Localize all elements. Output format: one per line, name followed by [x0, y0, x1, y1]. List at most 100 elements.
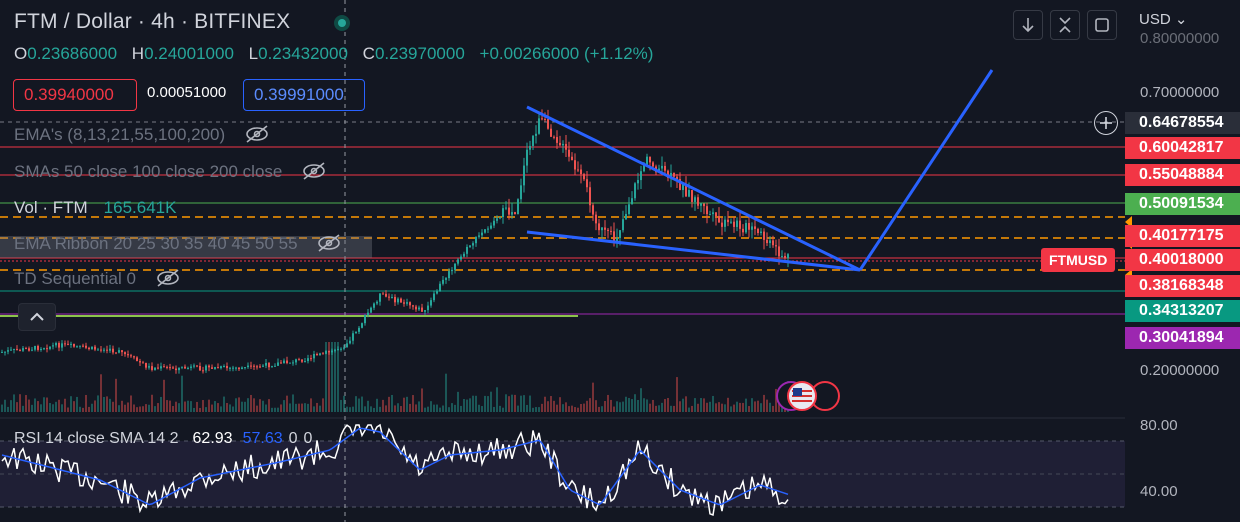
rsi-line — [1, 423, 789, 517]
candle-body — [475, 236, 477, 244]
volume-bar — [178, 403, 180, 412]
volume-bar — [103, 396, 105, 412]
candle-body — [541, 118, 543, 120]
candle-body — [319, 353, 321, 356]
candle-body — [574, 160, 576, 170]
volume-bar — [613, 406, 615, 412]
candle-body — [1, 351, 3, 353]
candle-body — [553, 136, 555, 138]
collapse-legend-button[interactable] — [18, 303, 56, 331]
open-key: O — [14, 44, 28, 63]
add-alert-button[interactable] — [1094, 111, 1118, 135]
volume-bar — [109, 398, 111, 412]
candle-body — [382, 293, 384, 295]
eye-hidden-icon[interactable] — [155, 269, 181, 292]
candle-body — [679, 179, 681, 190]
eye-hidden-icon[interactable] — [301, 162, 327, 185]
candle-body — [694, 197, 696, 202]
volume-bar — [100, 374, 102, 412]
candle-body — [397, 298, 399, 303]
buy-button[interactable]: 0.39991000 — [243, 79, 365, 111]
currency-label: USD — [1139, 11, 1171, 28]
volume-bar — [247, 398, 249, 412]
volume-bar — [370, 406, 372, 412]
candle-body — [523, 165, 525, 186]
symbol-title[interactable]: FTM / Dollar · 4h · BITFINEX — [14, 10, 291, 33]
candle-body — [472, 243, 474, 246]
scroll-down-button[interactable] — [1013, 10, 1043, 40]
volume-bar — [241, 401, 243, 412]
indicator-volume[interactable]: Vol · FTM 165.641K — [14, 198, 176, 218]
volume-bar — [181, 375, 183, 412]
volume-bar — [622, 401, 624, 412]
candle-body — [79, 345, 81, 347]
candle-body — [58, 343, 60, 348]
candle-body — [4, 351, 6, 353]
arrow-down-icon — [1022, 18, 1034, 33]
candle-body — [46, 348, 48, 350]
candle-body — [535, 133, 537, 136]
indicator-ema[interactable]: EMA's (8,13,21,55,100,200) — [14, 125, 270, 148]
candle-body — [82, 345, 84, 347]
candle-body — [463, 253, 465, 257]
volume-bar — [415, 404, 417, 412]
volume-bar — [490, 391, 492, 412]
candle-body — [532, 135, 534, 146]
candle-body — [487, 228, 489, 230]
indicator-ema-ribbon[interactable]: EMA Ribbon 20 25 30 35 40 45 50 55 — [14, 234, 342, 257]
candle-body — [712, 212, 714, 215]
volume-bar — [658, 405, 660, 412]
candle-body — [556, 137, 558, 143]
low-value: 0.23432000 — [258, 44, 348, 63]
volume-bar — [373, 407, 375, 412]
volume-bar — [271, 407, 273, 412]
volume-bar — [535, 407, 537, 412]
currency-selector[interactable]: USD ⌄ — [1139, 10, 1187, 28]
collapse-pane-button[interactable] — [1050, 10, 1080, 40]
candle-body — [754, 226, 756, 229]
candle-body — [460, 256, 462, 260]
us-flag-icon[interactable] — [787, 381, 817, 411]
volume-bar — [760, 403, 762, 412]
volume-bar — [232, 406, 234, 412]
plus-icon — [1100, 117, 1112, 129]
candle-body — [259, 366, 261, 368]
sell-button[interactable]: 0.39940000 — [13, 79, 137, 111]
candle-body — [586, 179, 588, 188]
volume-bar — [697, 403, 699, 412]
candle-body — [607, 229, 609, 231]
maximize-pane-button[interactable] — [1087, 10, 1117, 40]
wedge-lower-line — [526, 230, 861, 272]
candle-body — [403, 302, 405, 304]
volume-bar — [472, 395, 474, 412]
volume-bar — [307, 403, 309, 412]
rsi-legend[interactable]: RSI 14 close SMA 14 2 62.93 57.63 0 0 — [14, 430, 312, 448]
volume-bar — [772, 405, 774, 412]
volume-bar — [517, 405, 519, 412]
indicator-td-sequential[interactable]: TD Sequential 0 — [14, 269, 181, 292]
candle-body — [682, 184, 684, 190]
volume-bar — [751, 398, 753, 412]
candle-body — [538, 118, 540, 134]
candle-body — [421, 307, 423, 312]
candle-body — [637, 180, 639, 184]
candle-body — [721, 222, 723, 227]
volume-bar — [166, 400, 168, 412]
volume-bar — [7, 406, 9, 412]
candle-body — [613, 231, 615, 242]
candle-body — [349, 340, 351, 344]
volume-bar — [505, 394, 507, 412]
volume-bar — [328, 342, 330, 412]
eye-hidden-icon[interactable] — [316, 234, 342, 257]
candle-body — [181, 366, 183, 368]
volume-bar — [220, 406, 222, 412]
candle-body — [124, 352, 126, 355]
eye-hidden-icon[interactable] — [244, 125, 270, 148]
volume-bar — [277, 407, 279, 412]
volume-bar — [589, 398, 591, 412]
chevron-down-icon: ⌄ — [1170, 11, 1188, 28]
volume-bar — [583, 403, 585, 412]
indicator-sma[interactable]: SMAs 50 close 100 close 200 close — [14, 162, 327, 185]
